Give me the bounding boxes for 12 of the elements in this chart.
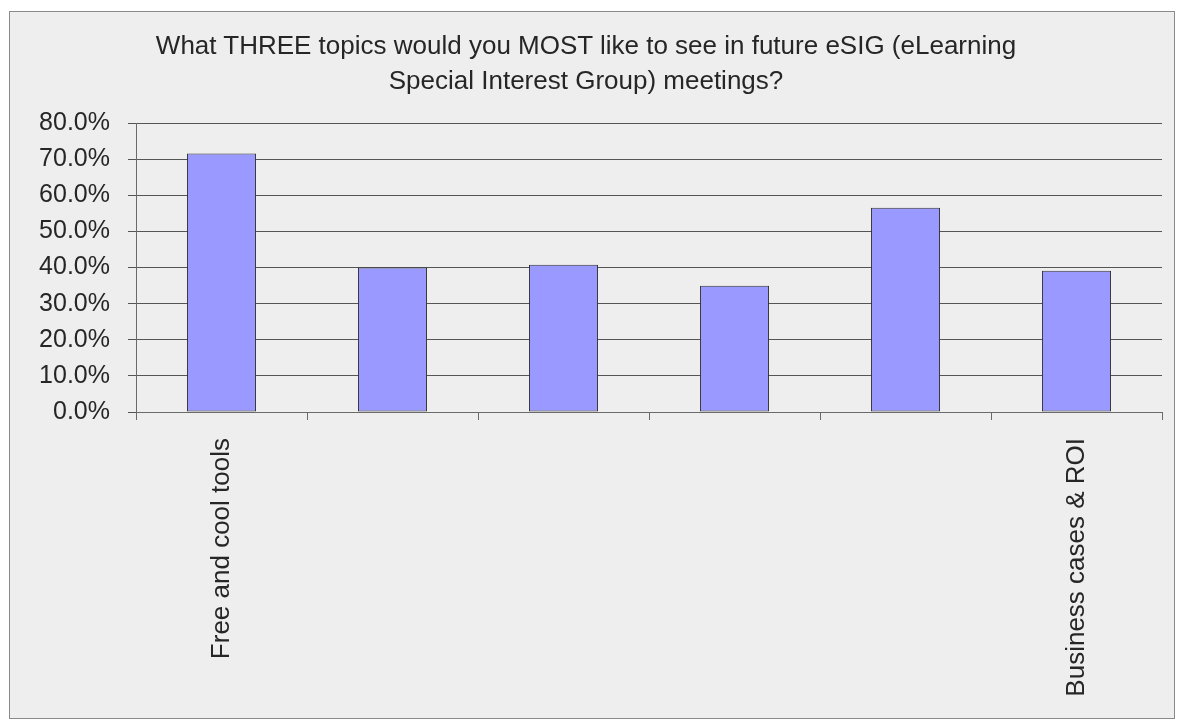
y-tick-label: 80.0% [39,107,110,136]
y-tick-label: 70.0% [39,143,110,172]
y-tick-label: 50.0% [39,215,110,244]
y-tick-label: 20.0% [39,323,110,352]
x-tick-label: Free and cool tools [204,438,235,660]
y-tick-label: 0.0% [53,395,110,424]
y-tick-label: 10.0% [39,359,110,388]
y-tick-label: 60.0% [39,179,110,208]
y-tick-label: 40.0% [39,251,110,280]
x-tick-label: Business cases & ROI [1059,438,1090,697]
y-tick-label: 30.0% [39,287,110,316]
chart-title: What THREE topics would you MOST like to see in future eSIG (eLearning Special Interest Group) meetings? [155,29,1017,95]
